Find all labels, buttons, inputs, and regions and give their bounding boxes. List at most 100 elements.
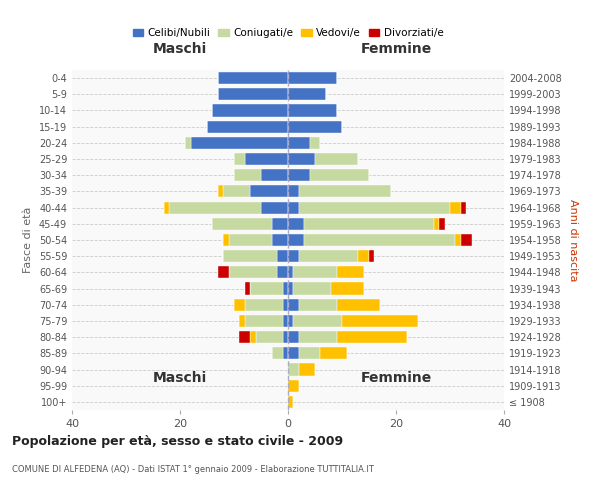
Bar [288, 282, 293, 294]
Text: Femmine: Femmine [361, 372, 431, 386]
Text: Femmine: Femmine [361, 42, 431, 56]
Text: COMUNE DI ALFEDENA (AQ) - Dati ISTAT 1° gennaio 2009 - Elaborazione TUTTITALIA.I: COMUNE DI ALFEDENA (AQ) - Dati ISTAT 1° … [12, 465, 374, 474]
Bar [288, 120, 342, 132]
Bar [234, 153, 245, 165]
Bar [283, 331, 288, 343]
Bar [283, 348, 288, 360]
Bar [288, 348, 299, 360]
Bar [310, 137, 320, 149]
Bar [169, 202, 261, 213]
Bar [288, 364, 299, 376]
Bar [277, 266, 288, 278]
Bar [288, 234, 304, 246]
Bar [434, 218, 439, 230]
Bar [461, 234, 472, 246]
Bar [272, 218, 288, 230]
Bar [288, 88, 326, 101]
Bar [218, 72, 288, 84]
Bar [288, 396, 293, 408]
Text: Maschi: Maschi [153, 42, 207, 56]
Bar [234, 298, 245, 311]
Bar [218, 88, 288, 101]
Bar [277, 250, 288, 262]
Bar [315, 153, 358, 165]
Bar [288, 104, 337, 117]
Bar [164, 202, 169, 213]
Bar [212, 104, 288, 117]
Bar [288, 137, 310, 149]
Text: Popolazione per età, sesso e stato civile - 2009: Popolazione per età, sesso e stato civil… [12, 435, 343, 448]
Bar [310, 169, 369, 181]
Bar [331, 282, 364, 294]
Bar [288, 250, 299, 262]
Legend: Celibi/Nubili, Coniugati/e, Vedovi/e, Divorziati/e: Celibi/Nubili, Coniugati/e, Vedovi/e, Di… [128, 24, 448, 42]
Bar [250, 186, 288, 198]
Bar [304, 218, 434, 230]
Bar [288, 331, 299, 343]
Bar [250, 331, 256, 343]
Bar [283, 298, 288, 311]
Bar [288, 266, 293, 278]
Bar [342, 315, 418, 327]
Bar [288, 72, 337, 84]
Bar [256, 331, 283, 343]
Bar [207, 120, 288, 132]
Bar [283, 282, 288, 294]
Bar [185, 137, 191, 149]
Bar [299, 348, 320, 360]
Bar [239, 331, 250, 343]
Bar [299, 331, 337, 343]
Bar [223, 186, 250, 198]
Text: Maschi: Maschi [153, 372, 207, 386]
Bar [261, 202, 288, 213]
Bar [229, 266, 277, 278]
Bar [250, 282, 283, 294]
Bar [299, 298, 337, 311]
Bar [455, 234, 461, 246]
Bar [288, 202, 299, 213]
Bar [320, 348, 347, 360]
Bar [293, 315, 342, 327]
Bar [288, 315, 293, 327]
Bar [272, 234, 288, 246]
Bar [223, 250, 277, 262]
Bar [191, 137, 288, 149]
Bar [245, 298, 283, 311]
Bar [304, 234, 455, 246]
Bar [218, 186, 223, 198]
Bar [299, 250, 358, 262]
Bar [461, 202, 466, 213]
Bar [218, 266, 229, 278]
Bar [369, 250, 374, 262]
Bar [450, 202, 461, 213]
Bar [288, 153, 315, 165]
Y-axis label: Fasce di età: Fasce di età [23, 207, 33, 273]
Y-axis label: Anni di nascita: Anni di nascita [568, 198, 578, 281]
Bar [261, 169, 288, 181]
Bar [283, 315, 288, 327]
Bar [223, 234, 229, 246]
Bar [288, 169, 310, 181]
Bar [212, 218, 272, 230]
Bar [337, 266, 364, 278]
Bar [439, 218, 445, 230]
Bar [358, 250, 369, 262]
Bar [288, 186, 299, 198]
Bar [245, 282, 250, 294]
Bar [293, 282, 331, 294]
Bar [299, 364, 315, 376]
Bar [288, 380, 299, 392]
Bar [288, 298, 299, 311]
Bar [337, 298, 380, 311]
Bar [288, 218, 304, 230]
Bar [337, 331, 407, 343]
Bar [245, 153, 288, 165]
Bar [272, 348, 283, 360]
Bar [299, 202, 450, 213]
Bar [229, 234, 272, 246]
Bar [239, 315, 245, 327]
Bar [299, 186, 391, 198]
Bar [234, 169, 261, 181]
Bar [245, 315, 283, 327]
Bar [293, 266, 337, 278]
